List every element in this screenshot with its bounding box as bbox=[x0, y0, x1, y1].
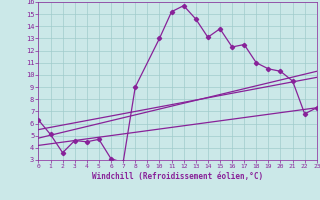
X-axis label: Windchill (Refroidissement éolien,°C): Windchill (Refroidissement éolien,°C) bbox=[92, 172, 263, 181]
